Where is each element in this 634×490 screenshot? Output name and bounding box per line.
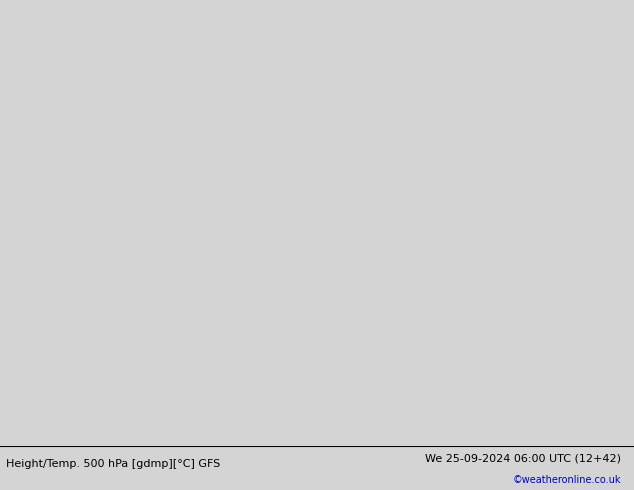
Text: ©weatheronline.co.uk: ©weatheronline.co.uk [513, 475, 621, 485]
Text: Height/Temp. 500 hPa [gdmp][°C] GFS: Height/Temp. 500 hPa [gdmp][°C] GFS [6, 459, 221, 468]
Text: We 25-09-2024 06:00 UTC (12+42): We 25-09-2024 06:00 UTC (12+42) [425, 453, 621, 463]
